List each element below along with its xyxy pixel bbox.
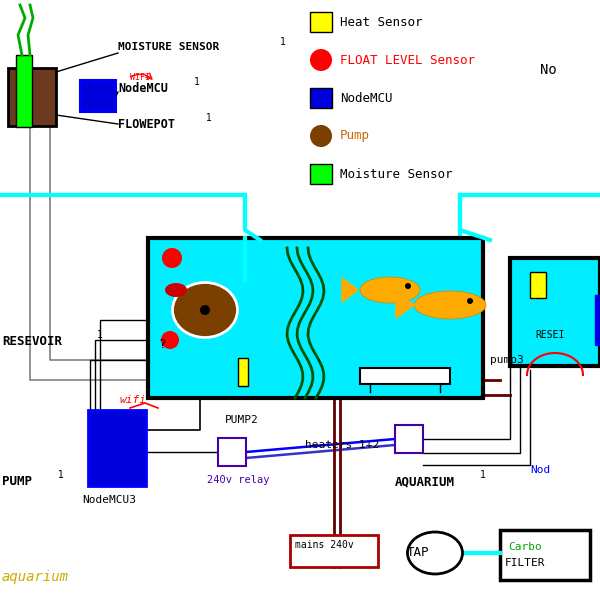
Bar [595, 295, 600, 345]
Circle shape [405, 283, 411, 289]
Bar [88, 410, 146, 486]
Bar [16, 55, 32, 127]
Circle shape [310, 49, 332, 71]
Text: NodeMCU3: NodeMCU3 [82, 495, 136, 505]
Text: PUMP2: PUMP2 [225, 415, 259, 425]
Text: wifi: wifi [120, 395, 147, 405]
Text: mains 240v: mains 240v [295, 540, 354, 550]
Text: FLOWEPOT: FLOWEPOT [118, 118, 175, 131]
Text: PUMP: PUMP [2, 475, 32, 488]
Bar [500, 530, 590, 580]
Text: Moisture Sensor: Moisture Sensor [340, 167, 452, 181]
Text: 1: 1 [52, 470, 64, 480]
Text: FLOAT LEVEL Sensor: FLOAT LEVEL Sensor [340, 53, 475, 67]
Bar [395, 425, 423, 453]
Text: 1: 1 [97, 330, 103, 340]
Circle shape [161, 331, 179, 349]
Bar [530, 272, 546, 298]
Text: 240v relay: 240v relay [207, 475, 269, 485]
Bar [148, 238, 483, 398]
Text: 1: 1 [480, 470, 486, 480]
Text: Heat Sensor: Heat Sensor [340, 16, 422, 28]
Text: pump3: pump3 [490, 355, 524, 365]
Text: RESEI: RESEI [535, 330, 565, 340]
Text: ?: ? [158, 338, 166, 352]
Ellipse shape [414, 291, 486, 319]
Polygon shape [342, 278, 358, 302]
Bar [310, 12, 332, 32]
Text: AQUARIUM: AQUARIUM [395, 475, 455, 488]
Text: NodeMCU: NodeMCU [118, 82, 168, 95]
Text: Carbo: Carbo [508, 542, 542, 552]
Bar [510, 258, 600, 366]
Ellipse shape [165, 283, 187, 297]
Bar [310, 88, 332, 108]
Ellipse shape [360, 277, 420, 303]
Bar [238, 358, 248, 386]
Circle shape [162, 248, 182, 268]
Circle shape [310, 125, 332, 147]
Bar [8, 68, 56, 126]
Text: FILTER: FILTER [505, 558, 545, 568]
Text: 1: 1 [280, 37, 286, 47]
Text: Nod: Nod [530, 465, 550, 475]
Text: RESEVOIR: RESEVOIR [2, 335, 62, 348]
Text: No: No [540, 63, 557, 77]
Ellipse shape [173, 283, 238, 337]
Text: TAP: TAP [407, 547, 429, 559]
Text: heaters 1+2: heaters 1+2 [305, 440, 379, 450]
Text: WIFI: WIFI [130, 73, 150, 82]
Circle shape [200, 305, 210, 315]
Text: Pump: Pump [340, 130, 370, 142]
Text: MOISTURE SENSOR: MOISTURE SENSOR [118, 42, 219, 52]
Bar [80, 80, 116, 112]
Bar [290, 535, 378, 567]
Polygon shape [396, 292, 414, 318]
Text: 1: 1 [200, 113, 212, 123]
Text: NodeMCU: NodeMCU [340, 91, 392, 104]
Text: aquarium: aquarium [2, 570, 69, 584]
Text: 1: 1 [194, 77, 200, 87]
Bar [360, 368, 450, 384]
Bar [310, 164, 332, 184]
Bar [218, 438, 246, 466]
Ellipse shape [407, 532, 463, 574]
Circle shape [467, 298, 473, 304]
